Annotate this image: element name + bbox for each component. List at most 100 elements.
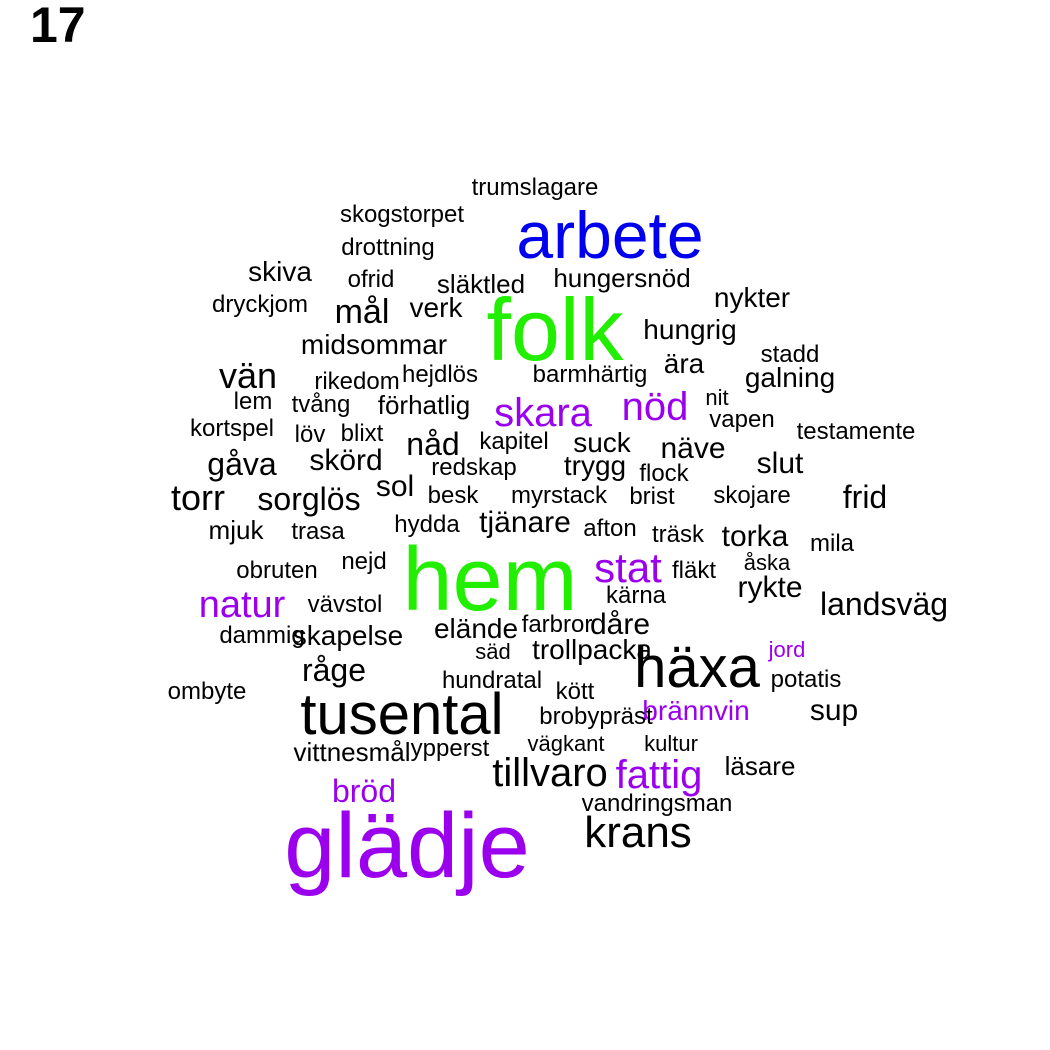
cloud-word: bröd (331, 773, 397, 809)
cloud-word: blixt (340, 420, 384, 447)
cloud-word: skara (494, 391, 592, 435)
cloud-word: hejdlös (401, 361, 479, 388)
cloud-word: nöd (621, 385, 689, 429)
cloud-word: mila (809, 530, 855, 557)
cloud-word: åska (743, 550, 791, 575)
cloud-word: torr (171, 477, 225, 518)
cloud-word: vän (218, 355, 278, 396)
cloud-word: drottning (341, 234, 435, 261)
cloud-word: kött (555, 678, 595, 705)
cloud-word: elände (433, 613, 519, 644)
cloud-word: jord (768, 637, 806, 662)
cloud-word: vägkant (527, 731, 605, 756)
cloud-word: frid (842, 479, 888, 515)
cloud-word: torka (721, 520, 789, 553)
cloud-word: släktled (436, 269, 526, 299)
cloud-word: folk (486, 280, 624, 379)
cloud-word: mjuk (208, 515, 264, 545)
cloud-word: rykte (737, 571, 803, 604)
cloud-word: myrstack (511, 482, 607, 509)
cloud-word: dammig (219, 622, 305, 649)
cloud-word: stat (594, 544, 662, 591)
cloud-word: glädje (284, 795, 530, 897)
cloud-word: ofrid (347, 266, 395, 293)
cloud-word: trygg (563, 450, 627, 481)
cloud-word: potatis (770, 666, 842, 693)
cloud-word: löv (294, 421, 326, 448)
cloud-word: natur (198, 584, 286, 626)
cloud-word: vävstol (307, 591, 383, 618)
cloud-word: krans (584, 808, 692, 857)
cloud-word: sorglös (257, 481, 361, 517)
cloud-word: nåd (406, 426, 460, 462)
cloud-word: redskap (431, 454, 517, 481)
cloud-word: besk (427, 482, 479, 509)
cloud-word: råge (301, 652, 367, 688)
cloud-word: nit (705, 385, 729, 410)
cloud-word: mål (334, 293, 390, 331)
cloud-word: brännvin (642, 695, 750, 726)
cloud-word: vandringsman (581, 790, 733, 817)
cloud-word: obruten (236, 557, 318, 584)
cloud-word: kortspel (189, 415, 275, 442)
figure-number: 17 (30, 0, 86, 53)
cloud-word: nykter (713, 282, 791, 313)
cloud-word: arbete (516, 198, 704, 272)
cloud-word: skogstorpet (339, 201, 465, 228)
cloud-word: barmhärtig (532, 361, 648, 388)
cloud-word: hungrig (643, 314, 737, 345)
cloud-word: hundratal (441, 667, 543, 694)
cloud-word: landsväg (819, 586, 949, 622)
cloud-word: testamente (796, 418, 916, 445)
cloud-word: sup (809, 694, 859, 727)
cloud-word: näve (660, 432, 726, 465)
cloud-word: häxa (634, 635, 760, 700)
cloud-word: vapen (709, 406, 775, 433)
cloud-word: dryckjom (211, 291, 309, 318)
cloud-word: dåre (589, 608, 651, 641)
cloud-word: suck (573, 427, 631, 458)
cloud-word: flock (639, 460, 689, 487)
cloud-word: brist (629, 483, 675, 510)
cloud-word: trollpacka (532, 634, 652, 665)
cloud-word: farbror (521, 611, 593, 638)
cloud-word: träsk (651, 521, 705, 548)
cloud-word: gåva (207, 446, 277, 482)
cloud-word: skapelse (292, 620, 404, 651)
cloud-word: skörd (309, 444, 383, 477)
cloud-word: hem (402, 530, 578, 630)
cloud-word: hungersnöd (553, 263, 691, 293)
cloud-word: kärna (605, 582, 667, 609)
cloud-word: läsare (724, 751, 796, 781)
cloud-word: slut (756, 447, 804, 480)
cloud-word: sol (375, 470, 415, 503)
cloud-word: kultur (644, 731, 698, 756)
cloud-word: midsommar (300, 329, 448, 360)
cloud-word: afton (583, 515, 637, 542)
cloud-word: brobypräst (539, 703, 653, 730)
cloud-word: verk (409, 292, 463, 323)
cloud-word: vittnesmål (293, 737, 411, 767)
cloud-word: nejd (341, 548, 387, 575)
cloud-word: galning (744, 362, 836, 393)
cloud-word: tjänare (479, 506, 571, 539)
cloud-word: lem (233, 388, 273, 415)
cloud-word: tusental (300, 682, 504, 747)
cloud-word: trumslagare (471, 174, 599, 201)
cloud-word: fattig (615, 753, 703, 797)
cloud-word: kapitel (479, 428, 549, 455)
cloud-word: hydda (394, 511, 460, 538)
cloud-word: ombyte (167, 678, 247, 705)
cloud-word: tillvaro (492, 751, 608, 795)
cloud-word: rikedom (314, 368, 400, 395)
cloud-word: tvång (291, 391, 351, 418)
cloud-word: ära (663, 348, 705, 379)
cloud-word: skojare (713, 482, 791, 509)
cloud-word: trasa (291, 518, 345, 545)
cloud-word: stadd (760, 341, 820, 368)
cloud-word: ypperst (410, 735, 490, 762)
cloud-word: skiva (248, 256, 312, 287)
cloud-word: förhatlig (377, 390, 471, 420)
